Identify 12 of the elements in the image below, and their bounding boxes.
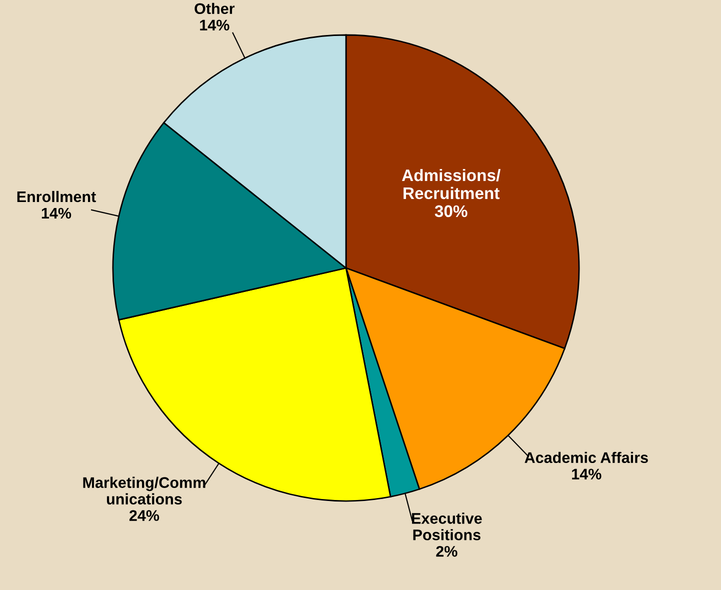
slice-label: Admissions/ Recruitment bbox=[402, 168, 500, 200]
data-label: 14% bbox=[200, 20, 230, 30]
data-label: 2% bbox=[436, 546, 458, 557]
data-label: 14% bbox=[572, 468, 602, 480]
slice-label: Marketing/Comm unications bbox=[83, 476, 206, 505]
slice-label: Academic Affairs bbox=[524, 452, 648, 464]
slice-label: Enrollment bbox=[17, 190, 96, 202]
slice-label: Other bbox=[194, 2, 235, 14]
slice-label: Executive Positions bbox=[412, 512, 482, 540]
data-label: 14% bbox=[42, 208, 72, 219]
data-label: 30% bbox=[434, 205, 468, 218]
data-label: 24% bbox=[129, 510, 160, 521]
